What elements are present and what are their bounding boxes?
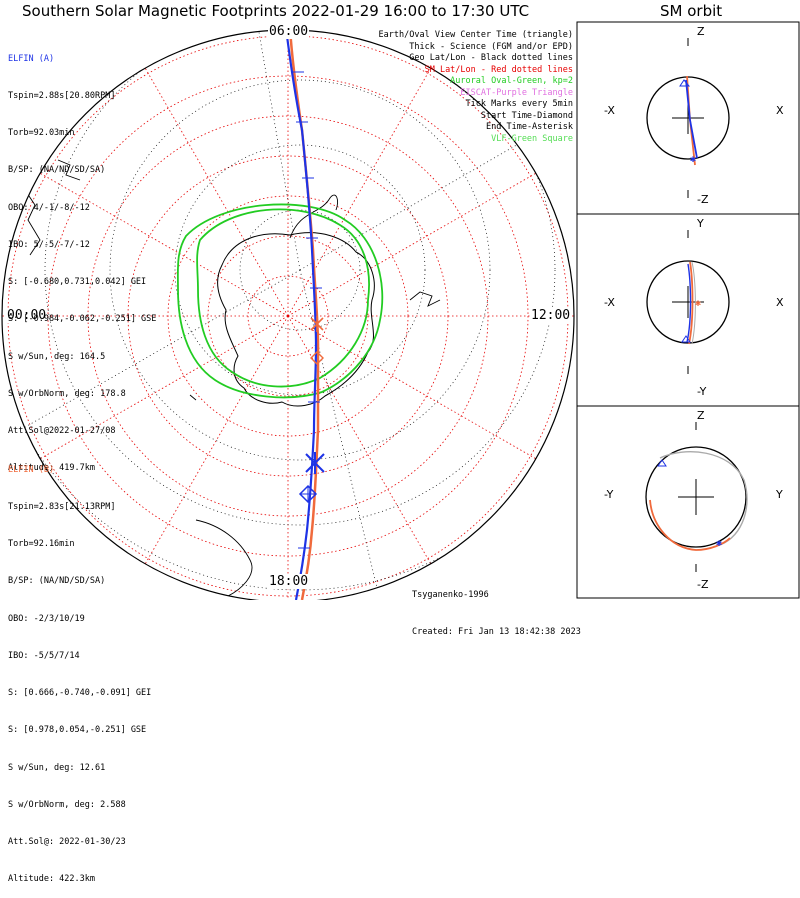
orbit-yz-top: Z: [697, 409, 705, 422]
svg-text:✱: ✱: [695, 298, 701, 309]
orbit-xz-top: Z: [697, 25, 705, 38]
legend-entry: Geo Lat/Lon - Black dotted lines: [409, 53, 573, 63]
elfin-a-info: ELFIN (A) Tspin=2.88s[20.80RPM] Torb=92.…: [8, 28, 156, 487]
elfin-b-line: Tspin=2.83s[21.13RPM]: [8, 502, 116, 513]
legend-entry: Start Time-Diamond: [480, 110, 573, 121]
legend-entry: Thick - Science (FGM and/or EPD): [409, 41, 573, 52]
legend-entry: Earth/Oval View Center Time (triangle): [378, 30, 573, 40]
orbit-xy-right: X: [776, 296, 784, 309]
svg-text:✱: ✱: [716, 538, 722, 549]
orbit-xy-top: Y: [697, 217, 704, 230]
map-label-top: 06:00: [268, 24, 310, 39]
elfin-b-line: Att.Sol@: 2022-01-30/23: [8, 837, 126, 847]
credit-block: Tsyganenko-1996 Created: Fri Jan 13 18:4…: [412, 564, 581, 651]
elfin-a-tick-marks: [292, 71, 322, 549]
elfin-a-line: S w/Sun, deg: 164.5: [8, 351, 106, 362]
elfin-b-line: Altitude: 422.3km: [8, 874, 95, 885]
orbit-title: SM orbit: [660, 2, 723, 20]
island-coast: [57, 159, 81, 181]
elfin-a-start-diamond: [298, 484, 318, 504]
elfin-a-line: Torb=92.03min: [8, 128, 75, 139]
elfin-b-line: IBO: -5/5/7/14: [8, 650, 80, 661]
elfin-a-line: B/SP: (NA/ND/SD/SA): [8, 165, 106, 176]
map-label-left: 00:00: [6, 308, 48, 323]
polar-map: [2, 30, 574, 600]
legend-entry: End Time-Asterisk: [486, 122, 573, 132]
islands-east: [409, 291, 441, 307]
legend-entry: VLF-Green Square: [491, 133, 573, 144]
credit-author: Tsyganenko-1996: [412, 589, 489, 600]
elfin-a-line: S: [-0.680,0.731,0.042] GEI: [8, 277, 147, 288]
orbit-panel-yz: ✱: [645, 422, 748, 572]
orbit-xz-left: -X: [604, 104, 615, 117]
elfin-b-line: Torb=92.16min: [8, 539, 75, 550]
elfin-b-track: [288, 27, 320, 600]
elfin-b-info: ELFIN (B) Tspin=2.83s[21.13RPM] Torb=92.…: [8, 439, 151, 898]
elfin-a-line: Att.Sol@2022-01-27/08: [8, 426, 116, 436]
orbit-yz-left: -Y: [604, 488, 614, 501]
elfin-b-line: S w/Sun, deg: 12.61: [8, 762, 106, 773]
legend-entry: SM Lat/Lon - Red dotted lines: [424, 64, 573, 75]
footprint-figure: ✱ ✱ ✱: [1, 21, 800, 600]
elfin-b-line: S: [0.666,-0.740,-0.091] GEI: [8, 688, 152, 699]
elfin-b-start-diamond: [310, 351, 324, 365]
elfin-a-line: OBO: 4/-1/-8/-12: [8, 202, 90, 213]
elfin-b-end-asterisk: [310, 316, 324, 332]
map-label-right: 12:00: [530, 308, 572, 323]
legend-entry: Tick Marks every 5min: [465, 99, 573, 109]
orbit-xy-left: -X: [604, 296, 615, 309]
orbit-xz-bottom: -Z: [697, 193, 709, 206]
orbit-frame: [576, 21, 800, 599]
elfin-a-name: ELFIN (A): [8, 53, 55, 64]
elfin-a-end-asterisk: [305, 452, 325, 474]
auroral-ovals: [176, 203, 384, 399]
elfin-a-track: [284, 27, 318, 600]
legend-entry: EISCAT-Purple Triangle: [460, 87, 573, 98]
elfin-a-line: S: [-0.984,-0.062,-0.251] GSE: [8, 314, 157, 325]
australia-coast: [195, 519, 253, 597]
credit-created: Created: Fri Jan 13 18:42:38 2023: [412, 627, 581, 638]
orbit-xz-right: X: [776, 104, 784, 117]
map-label-bottom: 18:00: [268, 574, 310, 589]
orbit-xy-bottom: -Y: [697, 385, 707, 398]
elfin-a-line: IBO: 5/-5/-7/-12: [8, 239, 90, 250]
peninsula-coast: [289, 194, 339, 239]
orbit-yz-right: Y: [776, 488, 783, 501]
elfin-b-line: S w/OrbNorm, deg: 2.588: [8, 799, 126, 810]
orbit-yz-bottom: -Z: [697, 578, 709, 591]
elfin-b-line: S: [0.978,0.054,-0.251] GSE: [8, 725, 147, 736]
elfin-a-line: Altitude: 419.7km: [8, 463, 95, 474]
svg-text:✱: ✱: [690, 154, 696, 165]
plot-title: Southern Solar Magnetic Footprints 2022-…: [22, 2, 530, 20]
legend: Earth/Oval View Center Time (triangle) Th…: [379, 30, 573, 145]
elfin-a-line: S w/OrbNorm, deg: 178.8: [8, 388, 126, 399]
elfin-a-line: Tspin=2.88s[20.80RPM]: [8, 91, 116, 102]
sm-lon-lines: [2, 30, 574, 600]
legend-entry: Auroral Oval-Green, kp=2: [450, 76, 573, 86]
orbit-panel-xz: ✱: [646, 38, 730, 198]
antarctica-coast: [217, 232, 375, 407]
elfin-b-line: OBO: -2/3/10/19: [8, 613, 85, 624]
elfin-b-line: B/SP: (NA/ND/SD/SA): [8, 576, 106, 587]
geo-grid: [2, 30, 574, 600]
elfin-b-name: ELFIN (B): [8, 464, 55, 475]
orbit-panel-xy: ✱: [646, 230, 730, 374]
